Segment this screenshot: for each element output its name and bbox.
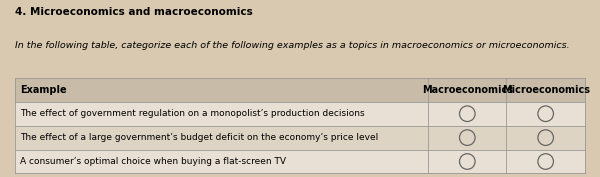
Text: The effect of government regulation on a monopolist’s production decisions: The effect of government regulation on a… <box>20 109 364 118</box>
Text: A consumer’s optimal choice when buying a flat-screen TV: A consumer’s optimal choice when buying … <box>20 157 286 166</box>
Text: Microeconomics: Microeconomics <box>502 85 590 95</box>
Text: In the following table, categorize each of the following examples as a topics in: In the following table, categorize each … <box>15 41 569 50</box>
Text: 4. Microeconomics and macroeconomics: 4. Microeconomics and macroeconomics <box>15 7 253 17</box>
Text: The effect of a large government’s budget deficit on the economy’s price level: The effect of a large government’s budge… <box>20 133 378 142</box>
Text: Macroeconomics: Macroeconomics <box>422 85 513 95</box>
Text: Example: Example <box>20 85 67 95</box>
